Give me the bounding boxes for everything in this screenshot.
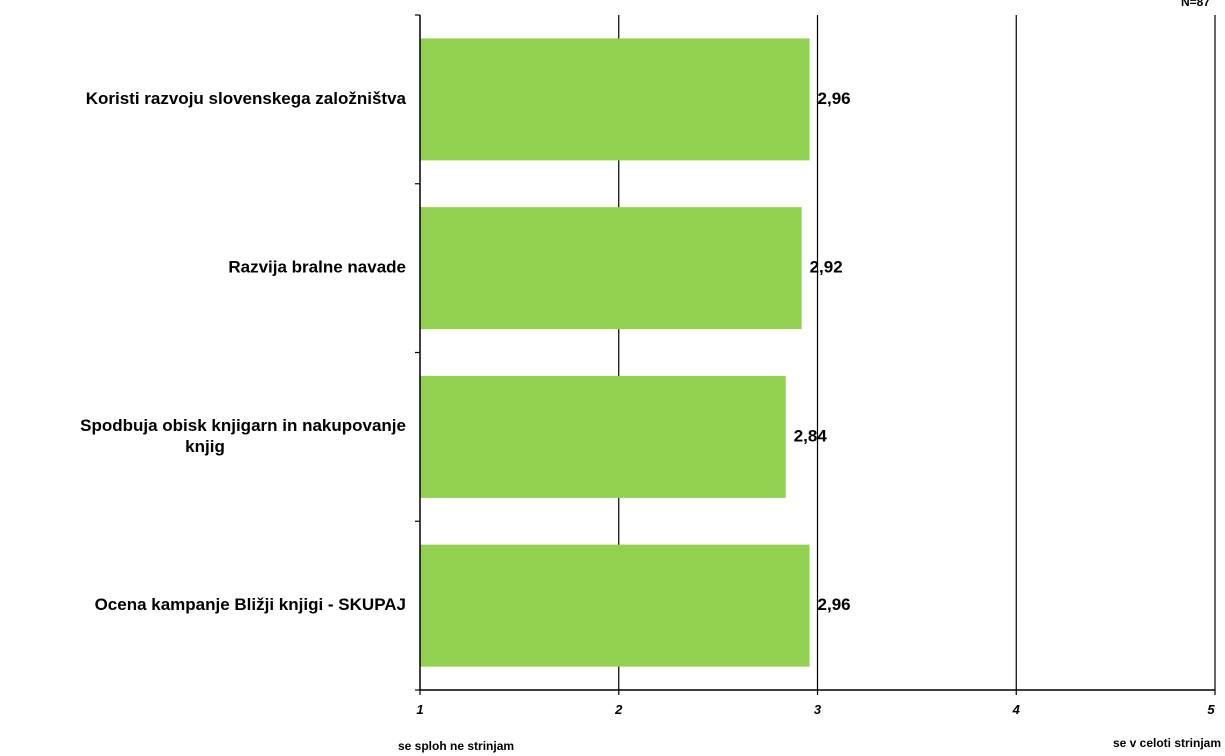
bars (420, 38, 810, 667)
value-label-1: 2,92 (810, 258, 843, 277)
bar-0 (420, 38, 810, 161)
x-tick-label-3: 3 (814, 702, 822, 717)
category-label-2-line-0: Spodbuja obisk knjigarn in nakupovanje (80, 416, 406, 435)
category-label-0: Koristi razvoju slovenskega založništva (86, 89, 407, 108)
x-tick-label-5: 5 (1207, 702, 1215, 717)
bar-2 (420, 375, 786, 498)
value-label-3: 2,96 (818, 595, 851, 614)
x-tick-label-4: 4 (1012, 702, 1021, 717)
axes (415, 14, 1216, 695)
x-min-label: se sploh ne strinjam (398, 739, 514, 753)
bar-1 (420, 207, 802, 330)
x-max-label: se v celoti strinjam (1113, 736, 1221, 750)
x-tick-label-1: 1 (416, 702, 423, 717)
x-tick-label-2: 2 (614, 702, 623, 717)
category-label-3: Ocena kampanje Bližji knjigi - SKUPAJ (95, 595, 406, 614)
value-label-0: 2,96 (818, 89, 851, 108)
sample-size-note: N=87 (1181, 0, 1210, 9)
value-label-2: 2,84 (794, 426, 828, 445)
labels: 1 2 3 4 5 se sploh ne strinjam se v celoti str… (80, 89, 1221, 753)
category-label-2-line-1: knjig (185, 437, 225, 456)
category-label-1: Razvija bralne navade (228, 258, 406, 277)
bar-3 (420, 544, 810, 667)
